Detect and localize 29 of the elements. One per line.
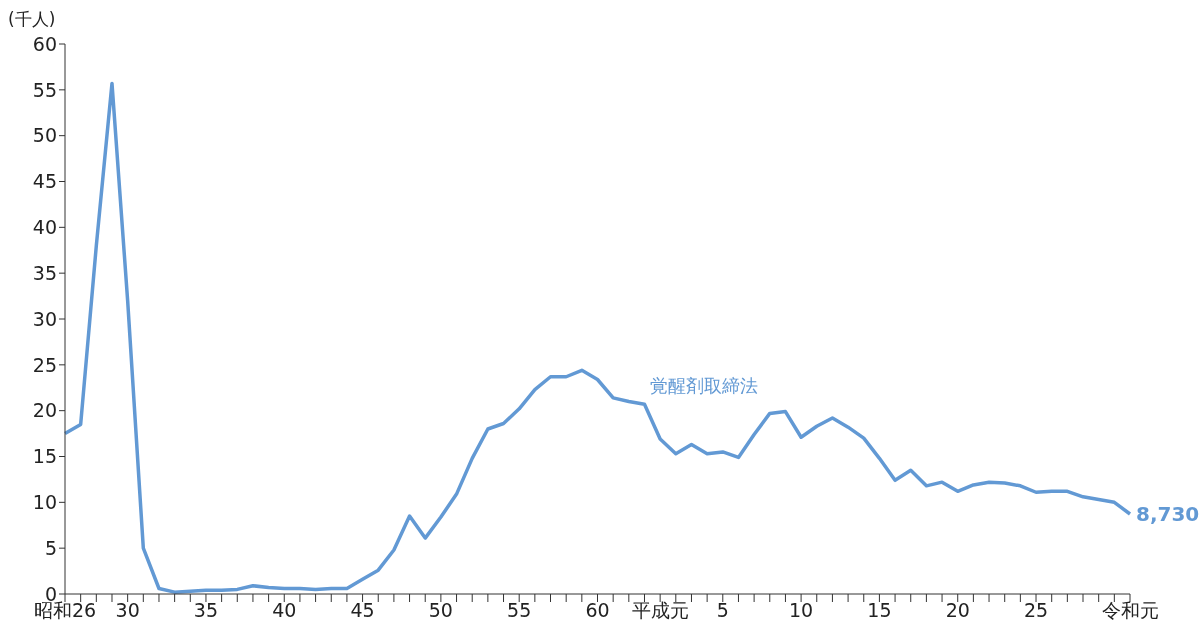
x-tick-label: 50 [428,599,453,622]
x-tick-label: 55 [507,599,532,622]
x-tick-label: 令和元 [1101,599,1159,622]
y-tick-label: 20 [32,399,57,422]
y-tick-label: 55 [32,78,57,101]
x-tick-label: 40 [272,599,297,622]
x-tick-label: 45 [350,599,375,622]
y-tick-label: 35 [32,261,57,284]
x-tick-label: 5 [716,599,729,622]
y-tick-label: 30 [32,307,57,330]
y-tick-label: 25 [32,353,57,376]
x-tick-label: 15 [867,599,892,622]
x-tick-label: 20 [945,599,970,622]
annotation: 8,730 [1136,501,1200,526]
y-tick-label: 40 [32,216,57,239]
y-tick-label: 5 [44,536,57,559]
x-tick-label: 10 [789,599,814,622]
x-tick-label: 35 [193,599,219,622]
y-tick-label: 10 [32,491,57,514]
y-tick-label: 45 [32,170,57,193]
y-tick-label: 15 [32,445,57,468]
x-tick-label: 30 [115,599,140,622]
x-tick-label: 25 [1023,599,1049,622]
series-label: 覚醒剤取締法 [650,374,758,398]
y-tick-label: 60 [32,32,57,55]
x-tick-label: 60 [585,599,610,622]
x-tick-label: 平成元 [631,599,689,622]
y-tick-label: 50 [32,124,57,147]
y-axis-title: (千人) [8,8,56,31]
